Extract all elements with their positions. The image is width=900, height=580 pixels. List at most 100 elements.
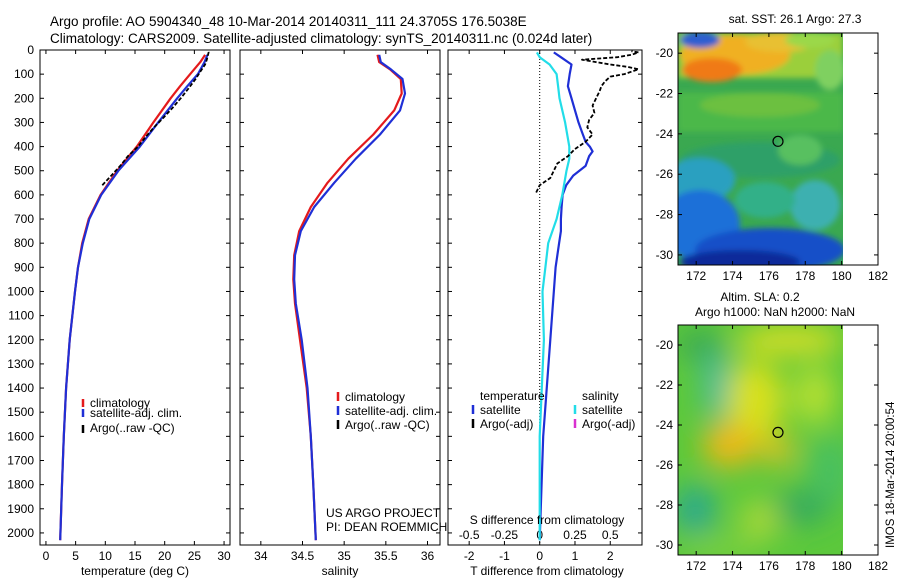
sst-map-frame <box>677 32 879 266</box>
x-tick-label: 2 <box>607 549 614 563</box>
legend-label-argo: Argo(..raw -QC) <box>345 418 430 432</box>
x-tick-label: 35 <box>337 549 351 563</box>
x2-tick-label: -0.5 <box>459 528 480 542</box>
sst-map-panel: sat. SST: 26.1 Argo: 27.3 <box>656 12 889 283</box>
y-tick-label: 2000 <box>7 526 34 540</box>
map-x-tick-label: 174 <box>723 559 743 573</box>
map-x-tick-label: 176 <box>759 269 779 283</box>
legend-label-s-satellite: satellite <box>582 403 623 417</box>
y-tick-label: 500 <box>14 164 34 178</box>
sst-heatmap <box>678 33 843 265</box>
y-tick-label: 1300 <box>7 357 34 371</box>
map-y-tick-label: -24 <box>656 127 674 141</box>
legend-label-t-argo: Argo(-adj) <box>480 417 533 431</box>
y-tick-label: 1400 <box>7 381 34 395</box>
sla-map-frame <box>677 324 879 556</box>
map-y-tick-label: -26 <box>656 458 674 472</box>
map-y-tick-label: -30 <box>656 538 674 552</box>
argo-float-marker <box>772 135 784 147</box>
y-tick-label: 1000 <box>7 284 34 298</box>
difference-xlabel-salinity: S difference from climatology <box>470 513 625 527</box>
legend-label-satellite: satellite-adj. clim. <box>345 404 437 418</box>
x2-tick-label: -0.25 <box>491 528 519 542</box>
temperature-xlabel: temperature (deg C) <box>81 564 189 578</box>
y-tick-label: 1200 <box>7 333 34 347</box>
map-x-tick-label: 172 <box>686 269 706 283</box>
map-y-tick-label: -20 <box>656 46 674 60</box>
side-timestamp-stamp: IMOS 18-Mar-2014 20:00:54 <box>885 401 897 548</box>
sla-map-subtitle: Argo h1000: NaN h2000: NaN <box>695 305 855 319</box>
y-tick-label: 1700 <box>7 453 34 467</box>
map-y-tick-label: -26 <box>656 167 674 181</box>
y-tick-label: 300 <box>14 115 34 129</box>
map-y-tick-label: -28 <box>656 498 674 512</box>
series-line-argo-raw-qc- <box>101 50 210 186</box>
sla-map-panel: Altim. SLA: 0.2 Argo h1000: NaN h2000: N… <box>656 290 889 573</box>
map-y-tick-label: -24 <box>656 418 674 432</box>
legend-label-s-argo: Argo(-adj) <box>582 417 635 431</box>
legend-label-t-satellite: satellite <box>480 403 521 417</box>
legend-label-argo: Argo(..raw -QC) <box>90 421 175 435</box>
x-tick-label: 35.5 <box>374 549 398 563</box>
difference-lines <box>535 50 640 541</box>
x-tick-label: 0 <box>536 549 543 563</box>
y-tick-label: 1500 <box>7 405 34 419</box>
difference-panel: -2 -1 0 1 2-0.5 -0.25 0 0.25 0.5 S difference fr… <box>447 49 643 578</box>
x-tick-label: 1 <box>572 549 579 563</box>
credit-line-1: US ARGO PROJECT <box>326 506 441 520</box>
y-tick-label: 100 <box>14 67 34 81</box>
map-x-tick-label: 180 <box>832 269 852 283</box>
y-tick-label: 0 <box>27 43 34 57</box>
y-tick-label: 1600 <box>7 429 34 443</box>
map-x-tick-label: 176 <box>759 559 779 573</box>
legend-label-satellite: satellite-adj. clim. <box>90 406 182 420</box>
difference-axes-frame <box>447 49 643 546</box>
header-line-1: Argo profile: AO 5904340_48 10-Mar-2014 … <box>50 14 527 29</box>
salinity-panel: 34 34.5 35 35.5 36 salinity climatology sate… <box>239 49 447 578</box>
series-line-satellite <box>535 51 571 541</box>
y-tick-label: 1800 <box>7 478 34 492</box>
difference-legend: temperature salinity satellite Argo(-adj… <box>471 389 635 431</box>
temperature-ticks: 0 5 10 15 20 25 300100200300400500600700800900… <box>7 43 231 563</box>
x-tick-label: -2 <box>464 549 475 563</box>
salinity-axes-frame <box>239 49 441 546</box>
y-tick-label: 1100 <box>8 309 34 323</box>
x-tick-label: 36 <box>421 549 435 563</box>
temperature-legend: climatology satellite-adj. clim. Argo(..… <box>81 396 182 435</box>
credit-line-2: PI: DEAN ROEMMICH <box>326 520 447 534</box>
x-tick-label: 20 <box>158 549 172 563</box>
y-tick-label: 1900 <box>7 502 34 516</box>
x-tick-label: 0 <box>43 549 50 563</box>
map-x-tick-label: 182 <box>868 269 888 283</box>
sst-map-ticks: 172 174 176 178 180 182 -20 -22 -24 -26 -28 -30 <box>656 33 888 283</box>
legend-header-salinity: salinity <box>582 389 619 403</box>
series-line-satellite-adj-clim- <box>293 54 407 541</box>
y-tick-label: 400 <box>14 140 34 154</box>
series-line-satellite-adj-clim- <box>59 54 209 541</box>
sla-heatmap <box>678 325 843 555</box>
series-line-argo-adj- <box>535 50 640 193</box>
difference-xlabel-temperature: T difference from climatology <box>470 564 624 578</box>
temperature-lines <box>59 50 210 541</box>
y-tick-label: 200 <box>14 91 34 105</box>
map-y-tick-label: -28 <box>656 208 674 222</box>
legend-header-temperature: temperature <box>480 389 545 403</box>
x-tick-label: -1 <box>499 549 510 563</box>
y-tick-label: 800 <box>14 236 34 250</box>
argo-float-marker <box>772 426 784 438</box>
map-x-tick-label: 174 <box>723 269 743 283</box>
x-tick-label: 10 <box>99 549 113 563</box>
map-y-tick-label: -20 <box>656 338 674 352</box>
sst-map-title: sat. SST: 26.1 Argo: 27.3 <box>729 12 862 26</box>
difference-ticks: -2 -1 0 1 2-0.5 -0.25 0 0.25 0.5 <box>448 49 642 563</box>
map-y-tick-label: -22 <box>656 378 674 392</box>
x2-tick-label: 0.5 <box>602 528 619 542</box>
x-tick-label: 25 <box>188 549 202 563</box>
map-y-tick-label: -30 <box>656 248 674 262</box>
map-x-tick-label: 178 <box>795 269 815 283</box>
x-tick-label: 34 <box>254 549 268 563</box>
salinity-legend: climatology satellite-adj. clim. Argo(..… <box>336 390 437 432</box>
map-x-tick-label: 180 <box>832 559 852 573</box>
map-x-tick-label: 178 <box>795 559 815 573</box>
